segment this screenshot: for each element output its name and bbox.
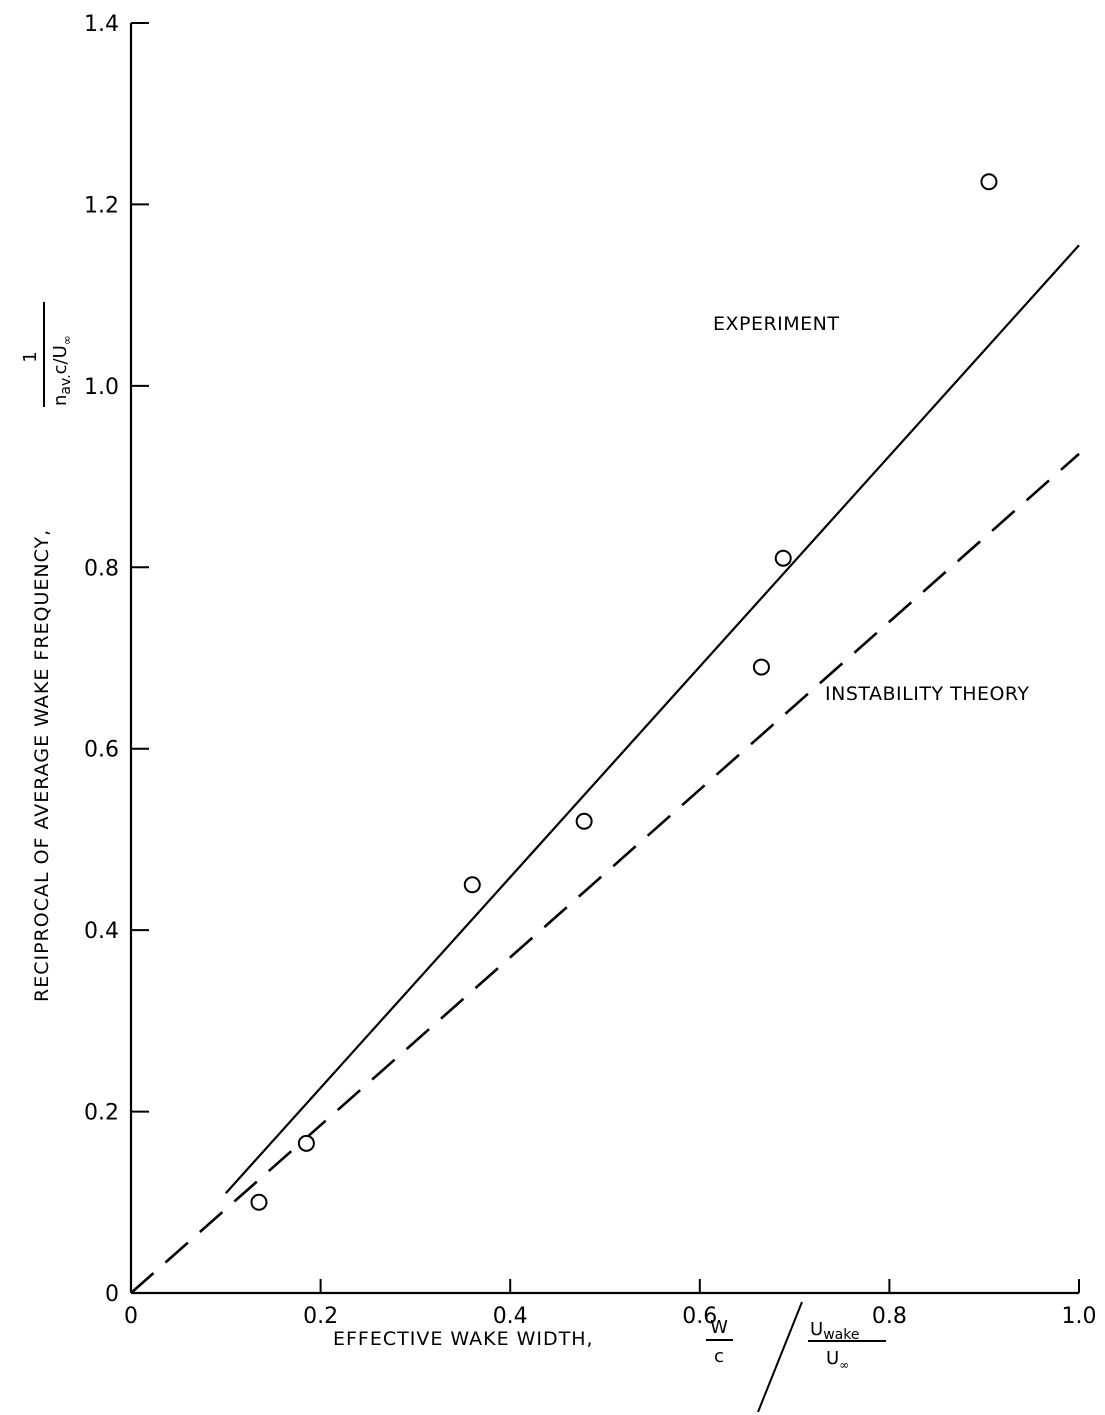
- experiment-label: EXPERIMENT: [713, 313, 840, 335]
- x-tick-label: 0.6: [682, 1304, 717, 1329]
- data-point: [463, 876, 481, 894]
- x-tick-label: 1.0: [1062, 1304, 1097, 1329]
- y-axis-title-text: RECIPROCAL OF AVERAGE WAKE FREQUENCY,: [31, 529, 53, 1002]
- data-point: [575, 812, 593, 830]
- x-tick-label: 0.8: [872, 1304, 907, 1329]
- x-tick-label: 0: [124, 1304, 138, 1329]
- plot-area: [129, 23, 1079, 1295]
- y-axis-ticks: 0 0.2 0.4 0.6 0.8 1.0 1.2 1.4: [84, 12, 149, 1307]
- x-axis-fraction-w-numerator: W: [710, 1317, 728, 1338]
- x-axis-fraction-u-numerator: Uwake: [810, 1319, 859, 1343]
- series-lines: [130, 244, 1080, 1294]
- x-tick-label: 0.4: [493, 1304, 528, 1329]
- data-point: [980, 173, 998, 191]
- data-point: [250, 1193, 268, 1211]
- x-axis-fraction-u-denominator: U∞: [826, 1348, 849, 1372]
- x-axis-fraction-w-denominator: c: [714, 1346, 724, 1367]
- x-tick-label: 0.2: [303, 1304, 338, 1329]
- instability-theory-label: INSTABILITY THEORY: [825, 683, 1030, 705]
- y-tick-label: 0.8: [84, 556, 119, 581]
- y-tick-label: 0.6: [84, 738, 119, 763]
- y-tick-label: 1.4: [84, 12, 119, 37]
- data-point: [774, 549, 792, 567]
- data-points: [250, 173, 998, 1211]
- x-axis-ticks: 0 0.2 0.4 0.6 0.8 1.0: [124, 1279, 1097, 1329]
- y-tick-label: 1.0: [84, 375, 119, 400]
- y-axis-fraction-numerator: 1: [20, 351, 41, 362]
- data-point: [752, 658, 770, 676]
- y-axis-title: RECIPROCAL OF AVERAGE WAKE FREQUENCY, 1 …: [20, 302, 74, 1002]
- y-tick-label: 0: [105, 1282, 119, 1307]
- y-axis-fraction-denominator: nav.c/U∞: [50, 335, 74, 406]
- y-tick-label: 0.2: [84, 1101, 119, 1126]
- y-tick-label: 0.4: [84, 919, 119, 944]
- data-point: [297, 1134, 315, 1152]
- experiment-fit-line: [224, 244, 1080, 1194]
- x-axis-title: EFFECTIVE WAKE WIDTH, W c Uwake U∞: [333, 1301, 886, 1413]
- x-axis-fraction-slash: [757, 1301, 803, 1413]
- instability-theory-line: [130, 452, 1080, 1294]
- y-tick-label: 1.2: [84, 193, 119, 218]
- x-axis-title-text: EFFECTIVE WAKE WIDTH,: [333, 1328, 594, 1350]
